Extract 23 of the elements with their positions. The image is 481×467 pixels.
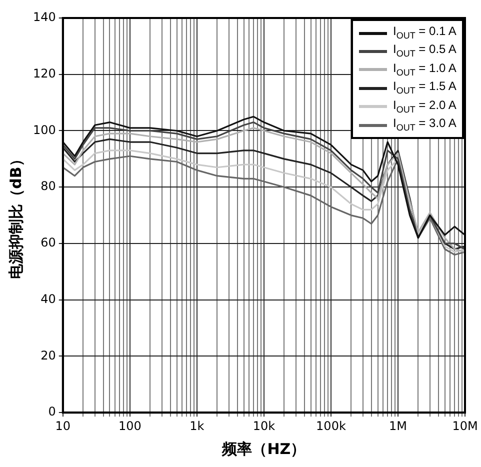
x-tick-label: 10	[55, 418, 71, 433]
x-tick-label: 100	[118, 418, 142, 433]
x-tick-label: 1k	[190, 418, 204, 433]
legend-label: I$_{OUT}$ = 0.1 A	[393, 24, 456, 42]
legend-label: I$_{OUT}$ = 2.0 A	[393, 98, 456, 116]
y-tick-label: 60	[40, 236, 56, 250]
y-tick-label: 0	[48, 404, 56, 419]
legend-label: I$_{OUT}$ = 3.0 A	[393, 116, 456, 134]
y-tick-label: 140	[33, 10, 56, 24]
y-tick-label: 120	[33, 66, 56, 80]
x-tick-label: 100k	[316, 418, 346, 433]
y-axis-title: 电源抑制比（dB）	[6, 152, 25, 279]
x-tick-label: 10k	[252, 418, 276, 433]
y-tick-label: 40	[40, 292, 56, 306]
legend-label: I$_{OUT}$ = 1.5 A	[393, 79, 456, 98]
y-tick-label: 20	[40, 348, 56, 362]
y-tick-label: 100	[33, 122, 56, 137]
x-tick-label: 10M	[452, 418, 478, 433]
legend-label: I$_{OUT}$ = 1.0 A	[393, 60, 456, 80]
x-tick-label: 1M	[388, 418, 407, 433]
legend-label: I$_{OUT}$ = 0.5 A	[393, 42, 456, 61]
x-axis-title: 频率（HZ）	[221, 440, 306, 458]
y-tick-label: 80	[40, 179, 56, 194]
